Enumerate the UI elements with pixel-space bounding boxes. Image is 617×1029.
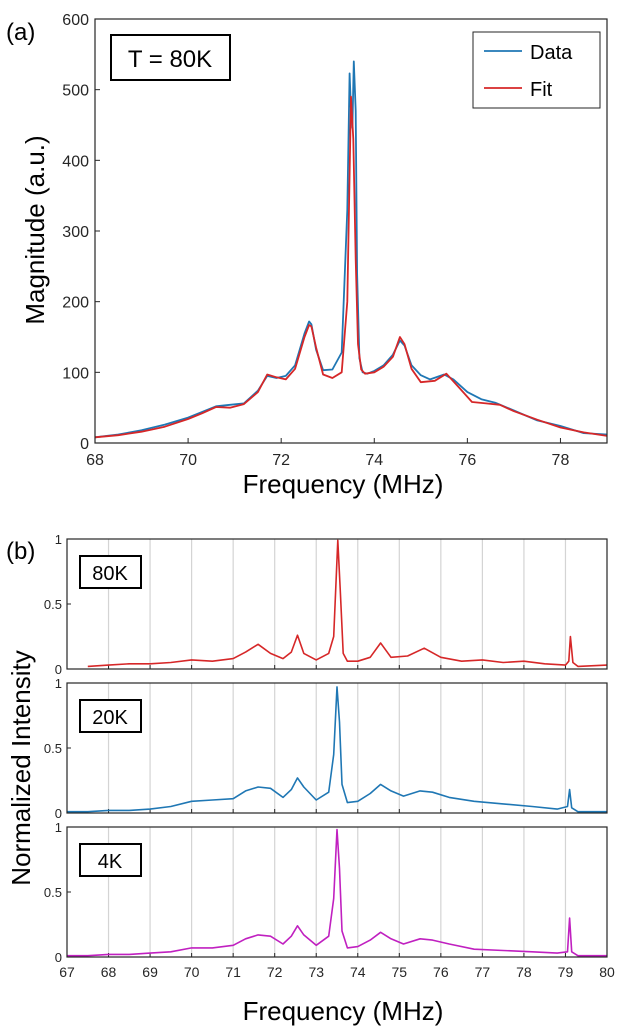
subplot-4k: 0 0.5 1 4K [44, 820, 608, 965]
x-tick-label: 67 [59, 964, 75, 980]
subplot-frame [66, 826, 608, 958]
y-tick-label: 600 [62, 12, 89, 29]
series-line-80k [87, 539, 608, 668]
y-tick-label: 0.5 [44, 741, 62, 756]
panel-b-xlabel: Frequency (MHz) [243, 996, 444, 1026]
panel-b-ylabel: Normalized Intensity [6, 650, 36, 886]
y-tick-label: 100 [62, 365, 89, 382]
panel-a-xlabel: Frequency (MHz) [243, 469, 444, 499]
subplot-label-box [79, 555, 142, 589]
panel-a-frame [94, 18, 608, 444]
x-tick-label: 75 [392, 964, 408, 980]
y-tick-label: 1 [55, 676, 62, 691]
y-tick-label: 0 [55, 806, 62, 821]
x-tick-label: 80 [599, 964, 615, 980]
legend-label-fit: Fit [530, 79, 553, 101]
x-tick-label: 72 [267, 964, 283, 980]
panel-a-axes: 68 70 72 74 76 78 0 100 200 300 400 500 600 [62, 12, 569, 469]
x-tick-label: 78 [552, 452, 570, 469]
subplot-20k: 0 0.5 1 20K [44, 676, 608, 821]
x-tick-label: 76 [433, 964, 449, 980]
panel-a-label: (a) [6, 19, 35, 46]
subplot-label: 20K [92, 707, 128, 729]
y-tick-label: 1 [55, 532, 62, 547]
x-tick-label: 79 [558, 964, 574, 980]
x-tick-label: 72 [272, 452, 290, 469]
panel-b-x-ticks: 67 68 69 70 71 72 73 74 75 76 77 78 79 80 [59, 964, 615, 980]
y-tick-label: 0 [55, 662, 62, 677]
series-line-fit [94, 95, 608, 439]
subplot-80k: 0 0.5 1 80K [44, 532, 608, 677]
subplot-label: 80K [92, 563, 128, 585]
y-tick-label: 400 [62, 153, 89, 170]
panel-b-label: (b) [6, 538, 35, 565]
x-tick-label: 70 [184, 964, 200, 980]
x-tick-label: 73 [308, 964, 324, 980]
y-tick-label: 500 [62, 83, 89, 100]
x-tick-label: 71 [225, 964, 241, 980]
y-tick-label: 0.5 [44, 597, 62, 612]
x-tick-label: 76 [458, 452, 476, 469]
subplot-label-box [79, 843, 142, 877]
y-tick-label: 200 [62, 295, 89, 312]
y-tick-label: 0 [80, 436, 89, 453]
subplot-label-box [79, 699, 142, 733]
y-tick-label: 1 [55, 820, 62, 835]
panel-a-ylabel: Magnitude (a.u.) [20, 135, 50, 324]
panel-a-series [94, 60, 608, 439]
y-tick-label: 300 [62, 224, 89, 241]
x-tick-label: 74 [350, 964, 366, 980]
series-line-4k [67, 828, 607, 957]
x-tick-label: 77 [475, 964, 491, 980]
subplot-frame [66, 538, 608, 670]
y-tick-label: 0.5 [44, 885, 62, 900]
x-tick-label: 70 [179, 452, 197, 469]
subplot-frame [66, 682, 608, 814]
subplot-label: 4K [98, 851, 123, 873]
x-tick-label: 68 [86, 452, 104, 469]
x-tick-label: 74 [365, 452, 383, 469]
panel-b: (b) Normalized Intensity Frequency (MHz)… [6, 532, 615, 1026]
panel-b-subplots: 0 0.5 1 80K 0 0.5 1 20K 0 0.5 1 4K [44, 532, 608, 965]
temperature-annotation-text: T = 80K [128, 46, 212, 73]
legend: Data Fit [472, 31, 601, 109]
x-tick-label: 69 [142, 964, 158, 980]
x-tick-label: 68 [101, 964, 117, 980]
series-line-20k [67, 686, 607, 813]
x-tick-label: 78 [516, 964, 532, 980]
panel-a: (a) Magnitude (a.u.) Frequency (MHz) 68 7… [6, 12, 608, 499]
temperature-annotation: T = 80K [110, 34, 231, 81]
y-tick-label: 0 [55, 950, 62, 965]
legend-label-data: Data [530, 42, 573, 64]
